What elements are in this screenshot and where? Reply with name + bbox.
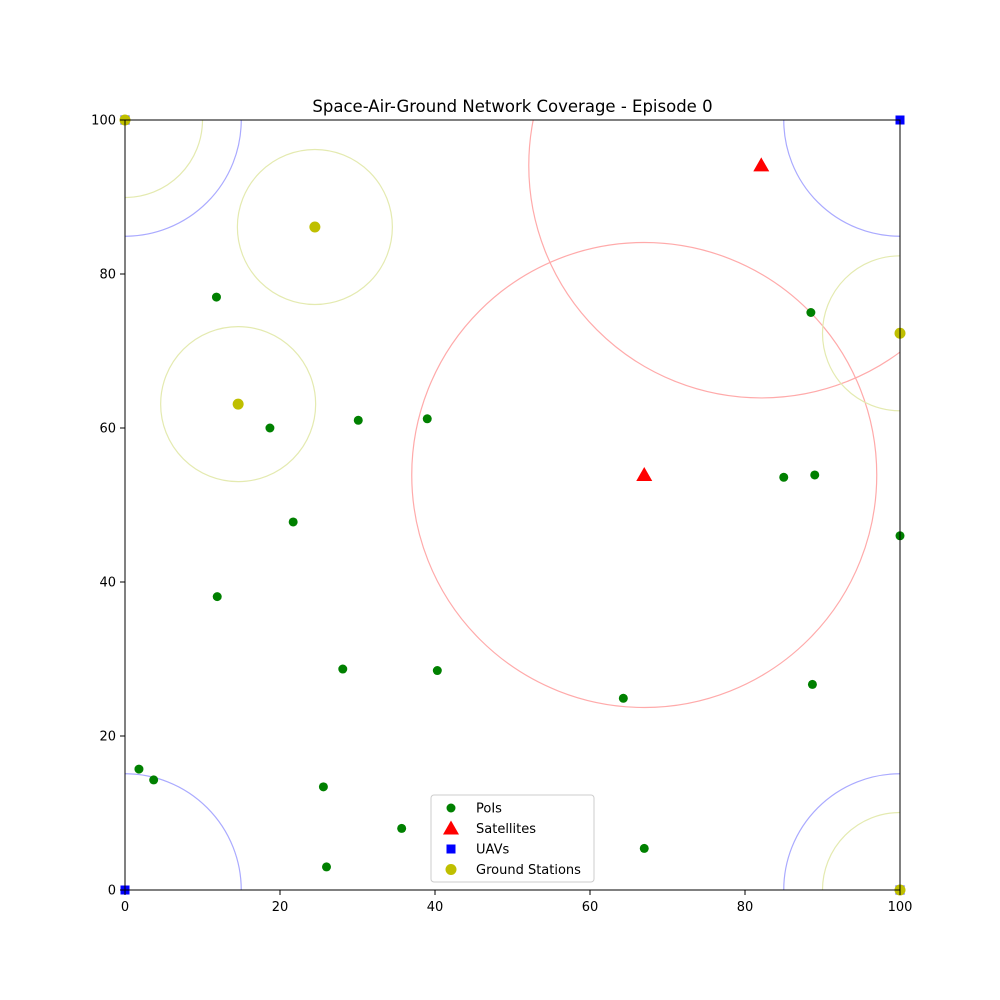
poi-point [212,592,222,602]
poi-point [810,470,820,480]
x-tick-label: 100 [888,900,913,915]
poi-icon [446,803,456,813]
poi-point [211,292,221,302]
x-tick-label: 60 [582,900,599,915]
legend: PoIs Satellites UAVs Ground Stations [430,794,595,883]
poi-point [397,823,407,833]
chart-title: Space-Air-Ground Network Coverage - Epis… [312,97,712,116]
y-tick-label: 100 [91,114,116,129]
coverage-circle [783,773,900,890]
satellite-marker [753,157,770,172]
ground-station-marker [232,398,244,410]
x-tick-label: 0 [121,900,129,915]
square-icon [446,844,456,854]
poi-point [639,843,649,853]
poi-point [422,414,432,424]
x-tick-label: 80 [737,900,754,915]
coverage-circle [411,241,878,709]
plot-frame [124,119,901,891]
ground-station-marker [309,221,321,233]
y-tick-label: 60 [99,422,116,437]
poi-point [806,308,816,317]
poi-point [322,862,331,872]
axis-layer: 0 20 40 60 80 100 0 20 40 60 80 100 [91,114,912,916]
y-tick-label: 0 [108,884,116,899]
poi-point [432,666,442,676]
coverage-circle [160,326,317,483]
x-tick-label: 20 [272,900,289,915]
legend-box [430,794,595,883]
legend-label: PoIs [476,802,502,817]
legend-label: UAVs [476,843,509,858]
ground-station-icon [445,864,457,875]
poi-point [353,415,363,425]
coverage-circle [236,148,393,306]
poi-point [288,517,298,527]
poi-point [618,693,628,703]
poi-point [338,664,348,674]
coverage-circle [821,255,900,412]
coverage-layer [125,120,900,890]
y-tick-label: 20 [99,730,116,745]
legend-label: Satellites [476,822,536,837]
satellite-marker [636,466,653,481]
poi-point [149,775,159,785]
poi-point [318,782,328,792]
coverage-circle [528,120,900,399]
poi-point [779,472,789,482]
legend-label: Ground Stations [476,863,581,878]
poi-point [807,679,817,689]
poi-point [134,764,144,774]
y-tick-label: 80 [99,268,116,283]
poi-point [265,423,275,433]
x-tick-label: 40 [427,900,444,915]
y-tick-label: 40 [99,576,116,591]
triangle-icon [443,820,459,835]
